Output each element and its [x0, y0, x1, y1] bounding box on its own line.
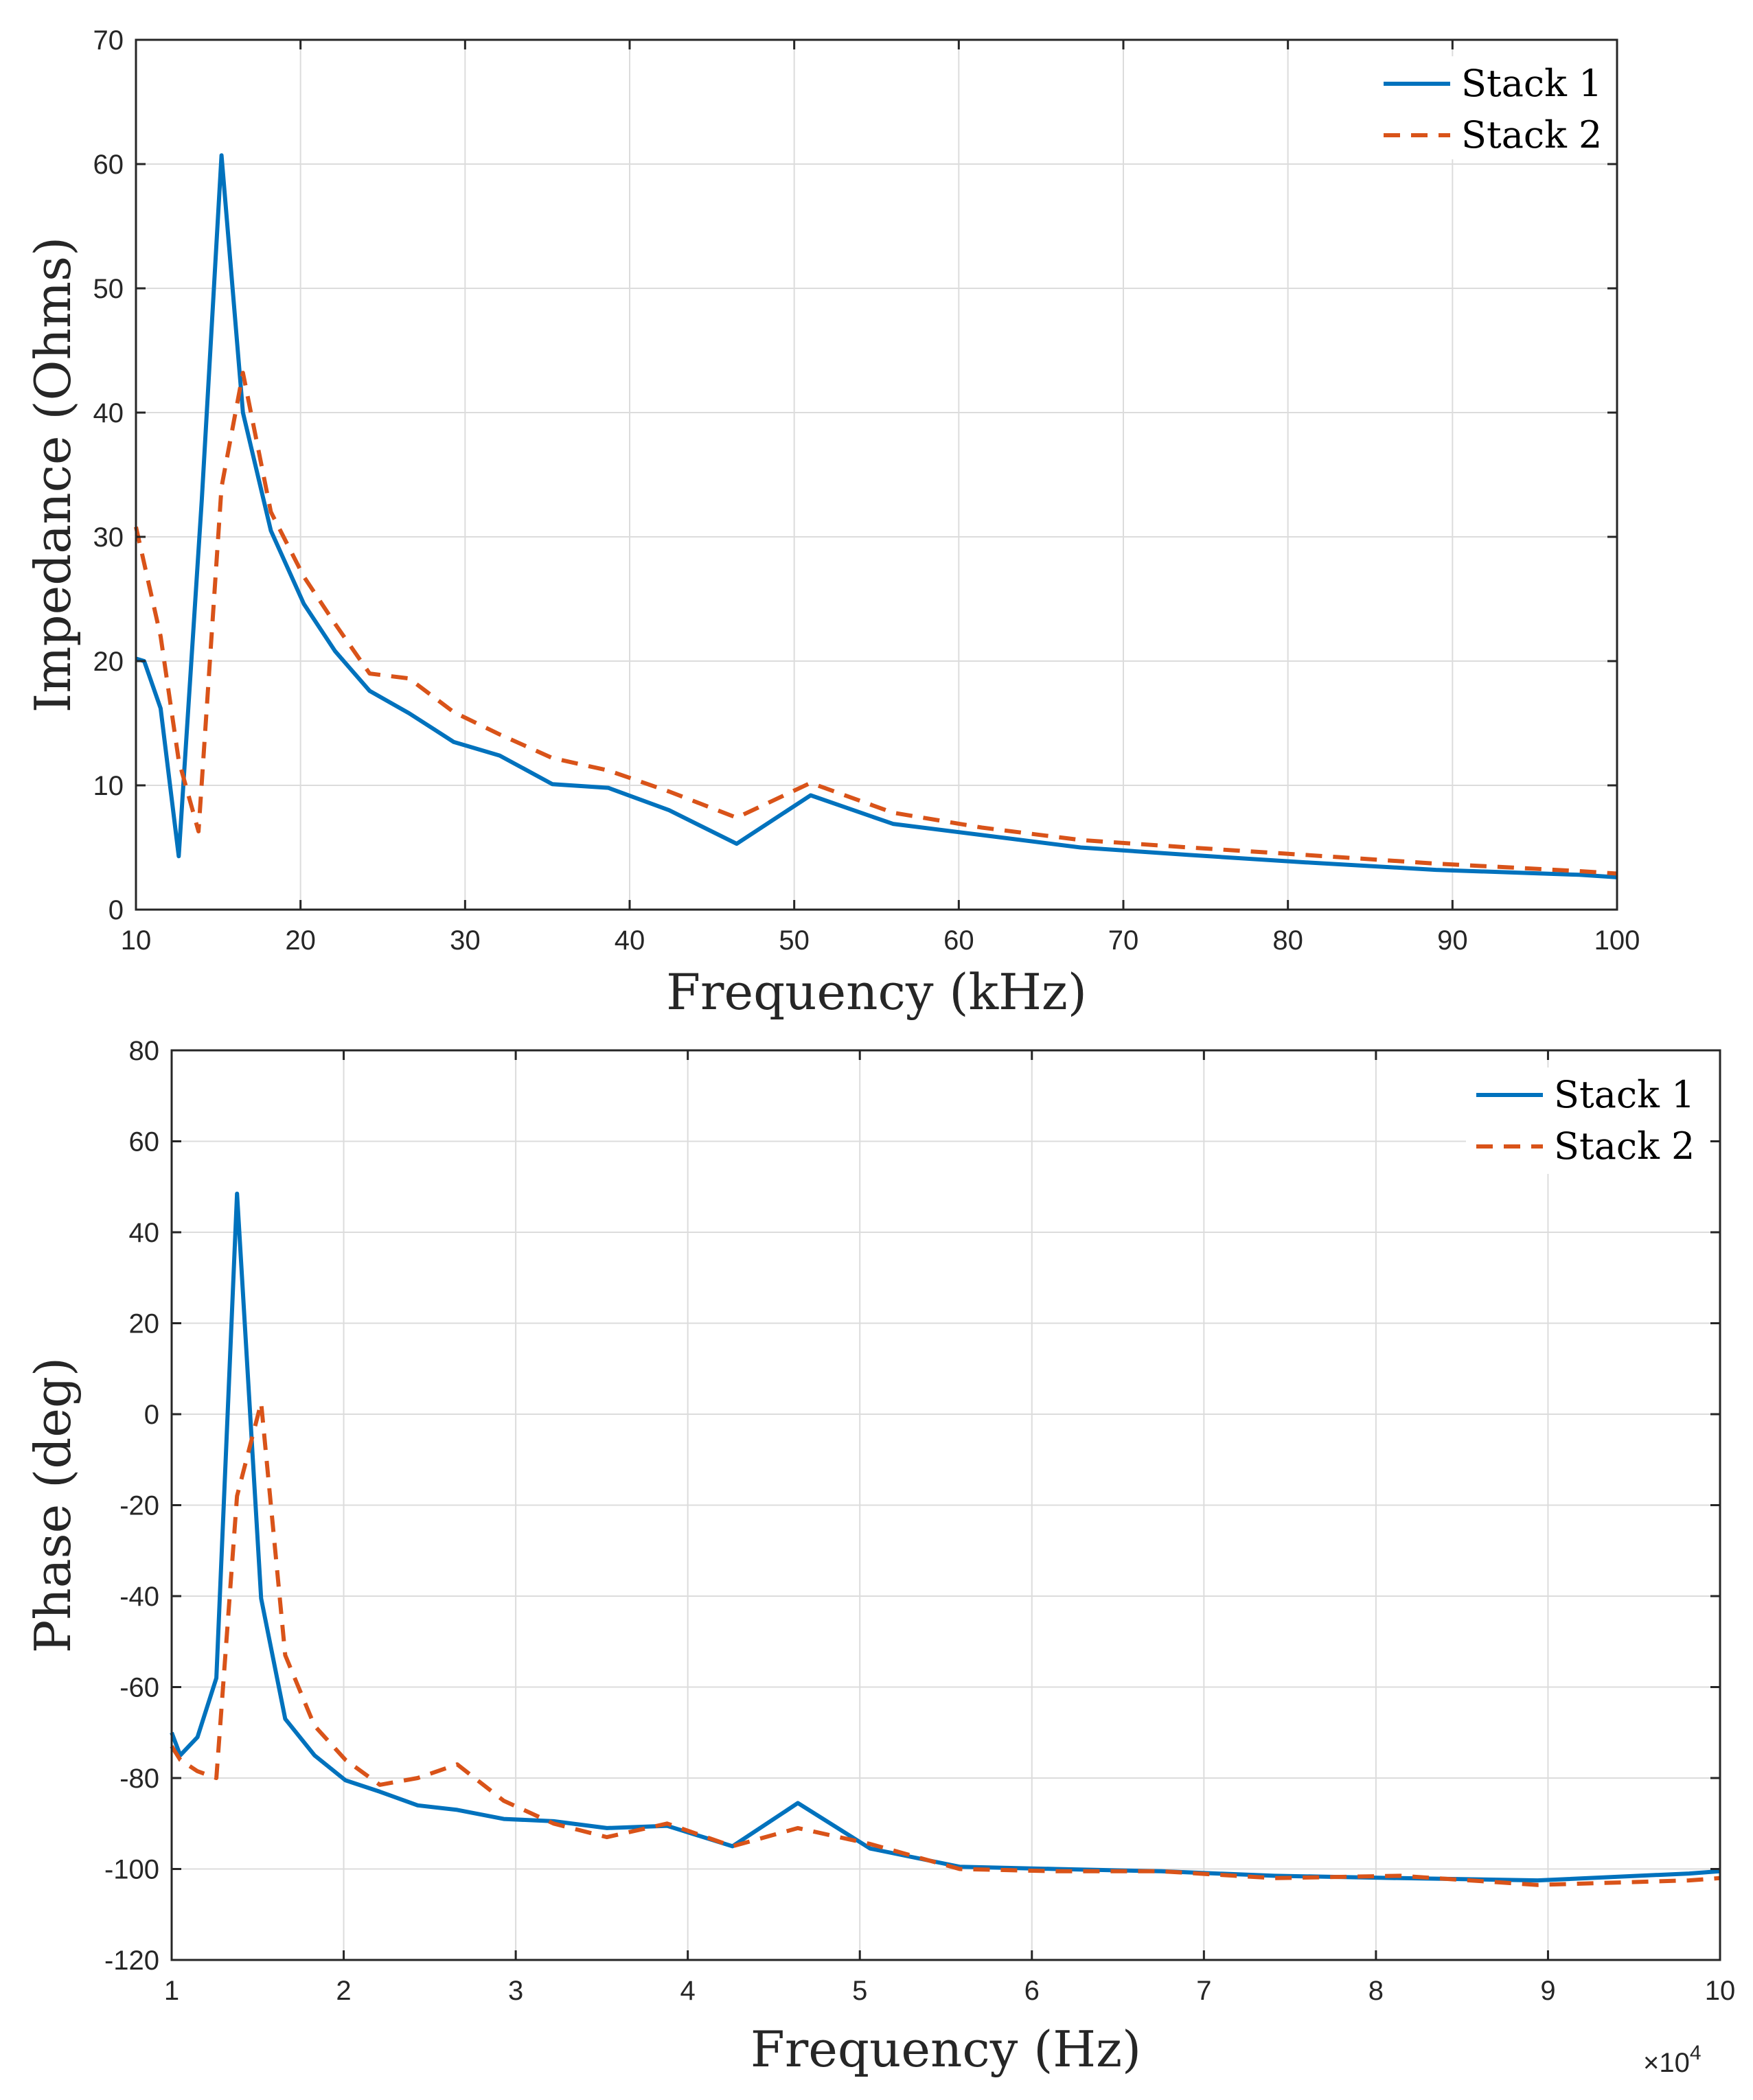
phase-y-tick-label: -100 [104, 1855, 159, 1885]
impedance-y-tick-label: 30 [93, 522, 124, 553]
impedance-series-stack-1 [135, 153, 1618, 879]
phase-y-tick-label: -80 [119, 1764, 159, 1794]
phase-x-tick-label: 4 [680, 1976, 696, 2006]
impedance-x-tick-label: 20 [285, 925, 316, 956]
phase-legend-label-stack-1: Stack 1 [1554, 1073, 1695, 1116]
phase-legend: Stack 1 Stack 2 [1466, 1068, 1710, 1174]
impedance-axes-box [135, 38, 1618, 911]
impedance-y-tick-label: 10 [93, 771, 124, 801]
phase-y-tick-label: 80 [129, 1036, 160, 1066]
phase-grid [171, 1050, 1721, 1961]
phase-x-tick-label: 2 [336, 1976, 351, 2006]
phase-chart: 1 2 3 4 5 6 7 8 9 10 -120 -100 -80 -60 -40 -20 0 20 40 60 80… [24, 1036, 1735, 2078]
phase-y-tick-label: -120 [104, 1946, 159, 1976]
impedance-x-tick-label: 50 [779, 925, 810, 956]
impedance-x-tick-label: 100 [1594, 925, 1640, 956]
phase-x-tick-label: 9 [1540, 1976, 1555, 2006]
impedance-grid [135, 39, 1618, 910]
impedance-legend-label-stack-1: Stack 1 [1461, 62, 1602, 105]
impedance-y-tick-label: 40 [93, 398, 124, 428]
impedance-legend-label-stack-2: Stack 2 [1461, 113, 1602, 157]
impedance-legend: Stack 1 Stack 2 [1373, 56, 1603, 159]
impedance-y-axis-label: Impedance (Ohms) [24, 237, 82, 713]
phase-x-exponent-base: ×10 [1643, 2048, 1690, 2078]
phase-x-tick-label: 7 [1196, 1976, 1211, 2006]
impedance-x-tick-label: 90 [1437, 925, 1468, 956]
impedance-y-tick-label: 70 [93, 25, 124, 56]
impedance-y-tick-label: 20 [93, 647, 124, 677]
phase-x-tick-label: 5 [852, 1976, 867, 2006]
phase-x-tick-label: 6 [1024, 1976, 1040, 2006]
impedance-y-tick-label: 50 [93, 274, 124, 304]
impedance-y-tick-label: 60 [93, 150, 124, 180]
phase-y-tick-label: 60 [129, 1127, 160, 1157]
impedance-series [134, 153, 1618, 879]
impedance-x-tick-label: 60 [943, 925, 974, 956]
impedance-x-axis-label: Frequency (kHz) [666, 963, 1087, 1021]
phase-y-tick-label: -20 [119, 1491, 159, 1521]
phase-series [170, 1191, 1721, 1887]
impedance-x-tick-label: 70 [1108, 925, 1139, 956]
phase-ticks: 1 2 3 4 5 6 7 8 9 10 -120 -100 -80 -60 -40 -20 0 20 40 60 80 [104, 1036, 1735, 2006]
impedance-x-tick-label: 40 [615, 925, 645, 956]
phase-x-tick-label: 10 [1705, 1976, 1736, 2006]
phase-x-tick-label: 8 [1368, 1976, 1384, 2006]
phase-y-tick-label: -60 [119, 1673, 159, 1703]
phase-x-tick-label: 3 [508, 1976, 523, 2006]
impedance-x-tick-label: 30 [450, 925, 481, 956]
phase-y-tick-label: 40 [129, 1218, 160, 1248]
impedance-y-tick-label: 0 [108, 895, 124, 925]
phase-y-tick-label: 0 [144, 1400, 159, 1430]
phase-series-stack-2 [170, 1400, 1721, 1887]
phase-x-axis-label: Frequency (Hz) [751, 2020, 1141, 2078]
impedance-x-tick-label: 80 [1272, 925, 1303, 956]
phase-x-exponent-label: ×104 [1643, 2042, 1702, 2078]
phase-x-tick-label: 1 [164, 1976, 179, 2006]
phase-x-exponent-power: 4 [1690, 2042, 1702, 2064]
impedance-series-stack-2 [134, 371, 1618, 876]
phase-y-tick-label: -40 [119, 1582, 159, 1612]
phase-y-axis-label: Phase (deg) [24, 1357, 82, 1653]
impedance-x-tick-label: 10 [121, 925, 152, 956]
phase-y-tick-label: 20 [129, 1309, 160, 1339]
phase-legend-label-stack-2: Stack 2 [1554, 1124, 1695, 1168]
